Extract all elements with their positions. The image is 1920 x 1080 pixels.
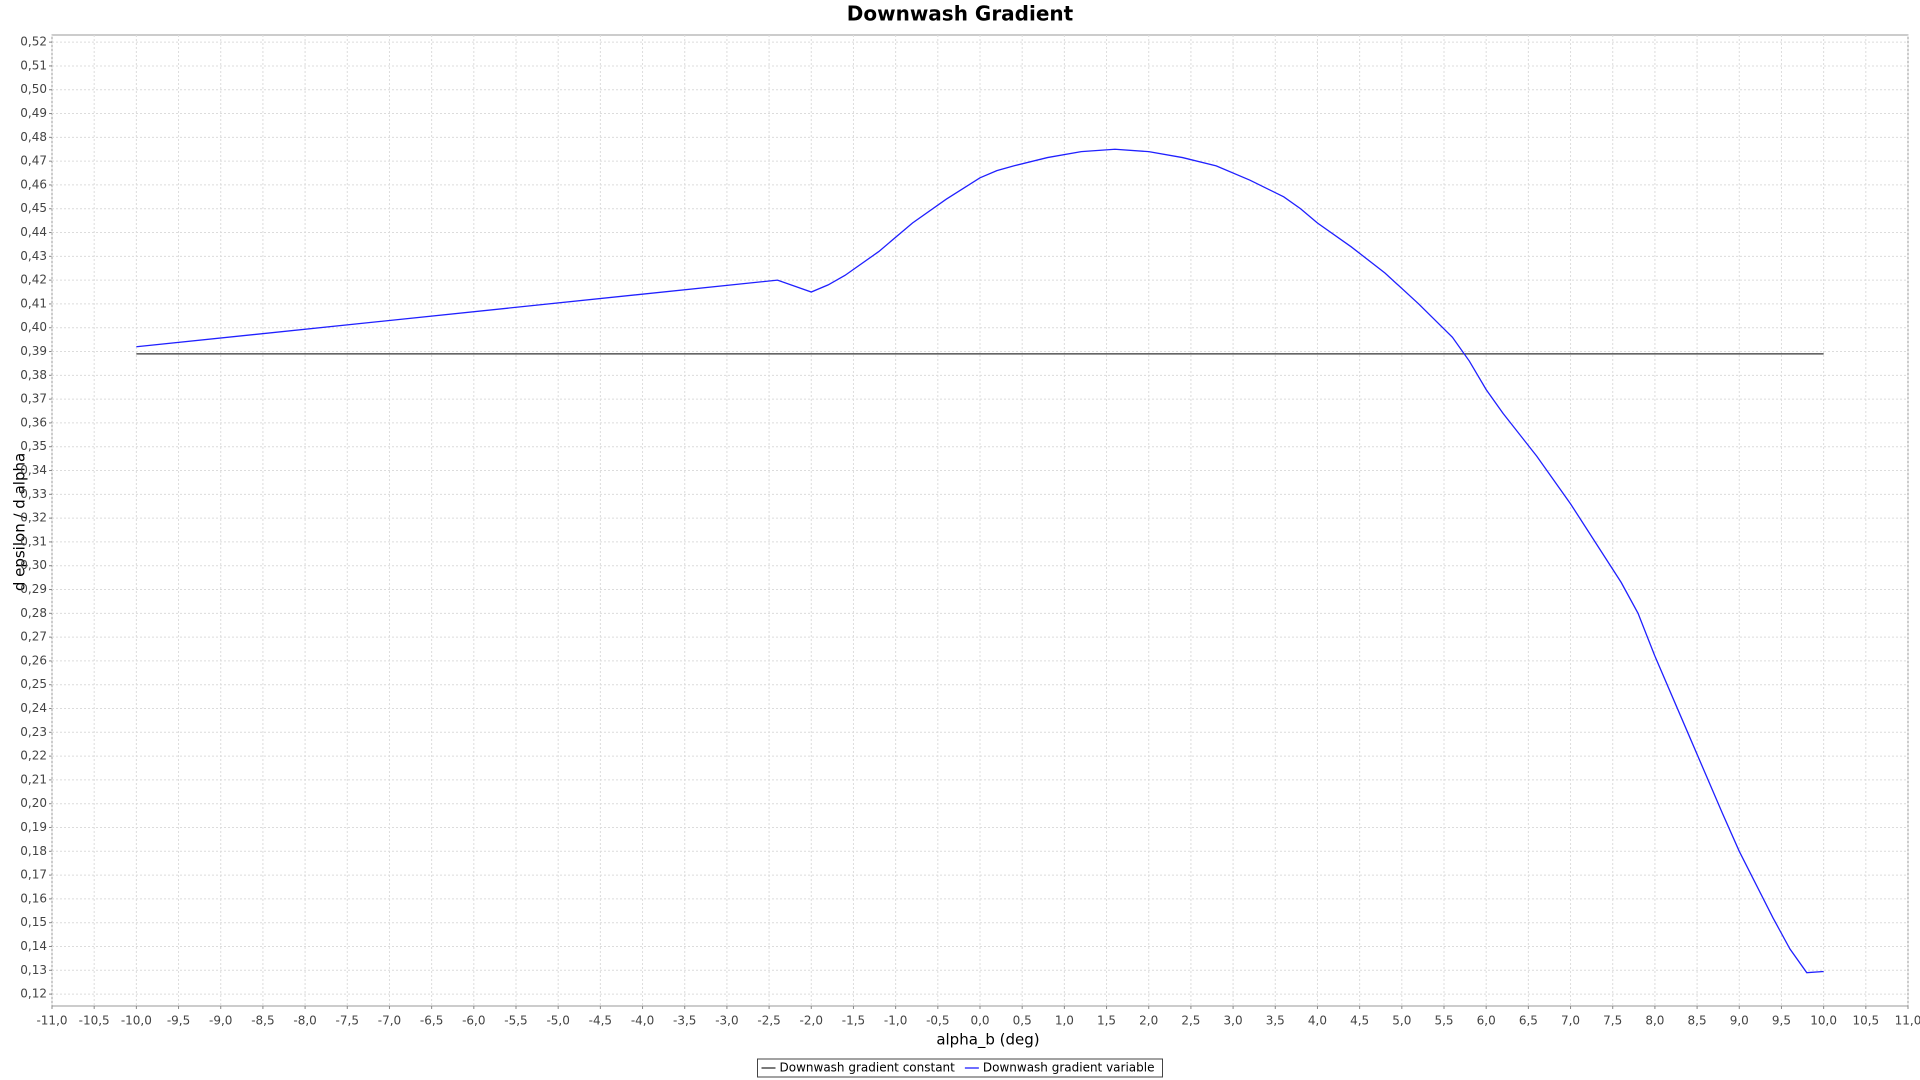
x-tick-label: 9,5 — [1772, 1014, 1791, 1028]
x-tick-label: 2,5 — [1181, 1014, 1200, 1028]
y-tick-label: 0,34 — [20, 463, 47, 477]
x-tick-label: -5,5 — [504, 1014, 527, 1028]
y-tick-label: 0,40 — [20, 320, 47, 334]
y-tick-label: 0,46 — [20, 177, 47, 191]
y-tick-label: 0,48 — [20, 130, 47, 144]
y-tick-label: 0,49 — [20, 106, 47, 120]
x-tick-label: -0,5 — [926, 1014, 949, 1028]
legend-label: Downwash gradient variable — [983, 1061, 1155, 1075]
y-tick-label: 0,13 — [20, 963, 47, 977]
x-tick-label: 6,0 — [1477, 1014, 1496, 1028]
chart-title: Downwash Gradient — [847, 2, 1074, 26]
x-tick-label: -1,5 — [842, 1014, 865, 1028]
y-tick-label: 0,18 — [20, 844, 47, 858]
y-tick-label: 0,44 — [20, 225, 47, 239]
y-tick-label: 0,24 — [20, 701, 47, 715]
y-tick-label: 0,45 — [20, 201, 47, 215]
y-tick-label: 0,43 — [20, 249, 47, 263]
x-tick-label: -4,5 — [589, 1014, 612, 1028]
x-tick-label: -1,0 — [884, 1014, 907, 1028]
x-tick-label: 1,5 — [1097, 1014, 1116, 1028]
y-tick-label: 0,23 — [20, 725, 47, 739]
x-tick-label: -7,0 — [378, 1014, 401, 1028]
x-tick-label: -10,0 — [121, 1014, 152, 1028]
y-tick-label: 0,20 — [20, 796, 47, 810]
x-tick-label: 10,0 — [1810, 1014, 1837, 1028]
x-tick-label: -5,0 — [546, 1014, 569, 1028]
y-tick-label: 0,39 — [20, 344, 47, 358]
x-tick-label: -3,0 — [715, 1014, 738, 1028]
y-tick-label: 0,19 — [20, 820, 47, 834]
y-tick-label: 0,35 — [20, 439, 47, 453]
y-tick-label: 0,36 — [20, 415, 47, 429]
data-line — [136, 148, 1824, 974]
x-tick-label: 4,0 — [1308, 1014, 1327, 1028]
x-tick-label: -7,5 — [336, 1014, 359, 1028]
x-tick-label: 11,0 — [1895, 1014, 1920, 1028]
x-tick-label: 0,5 — [1013, 1014, 1032, 1028]
y-tick-label: 0,16 — [20, 891, 47, 905]
x-tick-label: 10,5 — [1852, 1014, 1879, 1028]
x-tick-label: -3,5 — [673, 1014, 696, 1028]
x-tick-label: 7,5 — [1603, 1014, 1622, 1028]
y-tick-label: 0,30 — [20, 558, 47, 572]
x-tick-label: 5,5 — [1434, 1014, 1453, 1028]
x-tick-label: -10,5 — [79, 1014, 110, 1028]
y-tick-label: 0,31 — [20, 534, 47, 548]
x-tick-label: -4,0 — [631, 1014, 654, 1028]
y-tick-label: 0,38 — [20, 368, 47, 382]
y-tick-label: 0,17 — [20, 868, 47, 882]
y-tick-label: 0,15 — [20, 915, 47, 929]
x-tick-label: -2,0 — [800, 1014, 823, 1028]
x-tick-label: -9,5 — [167, 1014, 190, 1028]
x-tick-label: -2,5 — [757, 1014, 780, 1028]
x-tick-label: -8,0 — [293, 1014, 316, 1028]
y-tick-label: 0,27 — [20, 630, 47, 644]
y-tick-label: 0,33 — [20, 487, 47, 501]
y-tick-label: 0,42 — [20, 273, 47, 287]
y-tick-label: 0,32 — [20, 511, 47, 525]
legend-label: Downwash gradient constant — [780, 1061, 956, 1075]
x-tick-label: 3,0 — [1224, 1014, 1243, 1028]
x-tick-label: -8,5 — [251, 1014, 274, 1028]
x-tick-label: 2,0 — [1139, 1014, 1158, 1028]
x-tick-label: -6,0 — [462, 1014, 485, 1028]
y-tick-label: 0,37 — [20, 392, 47, 406]
y-tick-label: 0,22 — [20, 749, 47, 763]
legend-box — [757, 1058, 1163, 1078]
x-tick-label: 7,0 — [1561, 1014, 1580, 1028]
y-tick-label: 0,41 — [20, 296, 47, 310]
y-tick-label: 0,14 — [20, 939, 47, 953]
y-tick-label: 0,26 — [20, 653, 47, 667]
y-tick-label: 0,51 — [20, 58, 47, 72]
y-tick-label: 0,21 — [20, 772, 47, 786]
x-tick-label: -9,0 — [209, 1014, 232, 1028]
x-tick-label: -6,5 — [420, 1014, 443, 1028]
y-tick-label: 0,12 — [20, 987, 47, 1001]
x-tick-label: 1,0 — [1055, 1014, 1074, 1028]
x-tick-label: 9,0 — [1730, 1014, 1749, 1028]
x-axis-title: alpha_b (deg) — [936, 1031, 1039, 1050]
y-tick-label: 0,29 — [20, 582, 47, 596]
y-tick-label: 0,52 — [20, 35, 47, 49]
x-tick-label: 8,5 — [1688, 1014, 1707, 1028]
x-tick-label: 8,0 — [1645, 1014, 1664, 1028]
y-tick-label: 0,28 — [20, 606, 47, 620]
legend: Downwash gradient constant Downwash gradi… — [757, 1058, 1163, 1078]
y-tick-label: 0,25 — [20, 677, 47, 691]
y-axis-title: d epsilon / d alpha — [11, 453, 29, 591]
x-tick-label: 6,5 — [1519, 1014, 1538, 1028]
x-tick-label: 4,5 — [1350, 1014, 1369, 1028]
y-tick-label: 0,50 — [20, 82, 47, 96]
x-tick-label: -11,0 — [36, 1014, 67, 1028]
x-tick-label: 0,0 — [970, 1014, 989, 1028]
y-tick-label: 0,47 — [20, 154, 47, 168]
x-tick-label: 5,0 — [1392, 1014, 1411, 1028]
x-tick-label: 3,5 — [1266, 1014, 1285, 1028]
